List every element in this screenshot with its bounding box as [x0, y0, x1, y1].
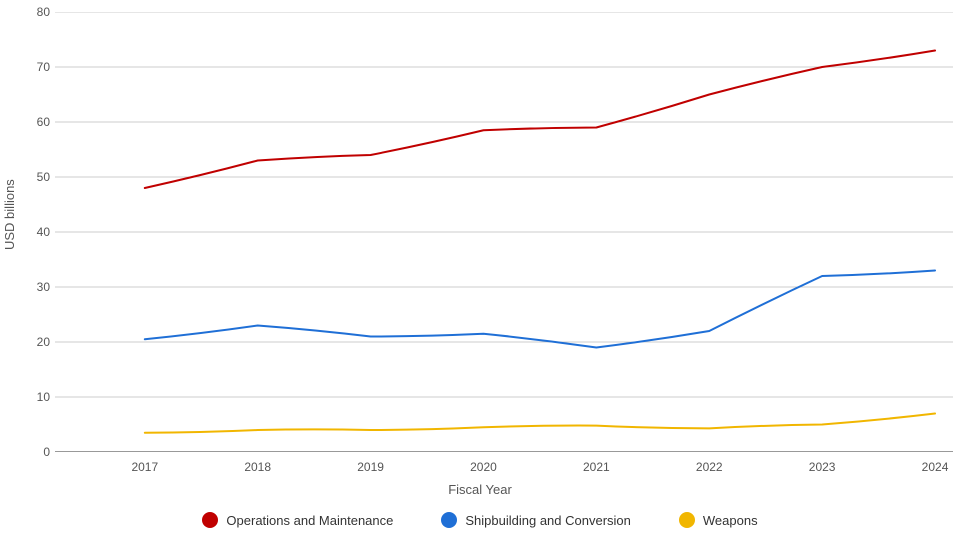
- x-tick-label: 2017: [131, 460, 158, 474]
- x-tick-label: 2019: [357, 460, 384, 474]
- y-tick-label: 40: [10, 225, 50, 239]
- line-chart: USD billions 0 10 20 30 40 50 60 70 80 2017 2018 2…: [0, 0, 960, 540]
- legend-item: Shipbuilding and Conversion: [441, 512, 631, 528]
- y-tick-label: 80: [10, 5, 50, 19]
- plot-area: [55, 12, 953, 452]
- legend-dot-icon: [441, 512, 457, 528]
- legend-label: Weapons: [703, 513, 758, 528]
- x-tick-label: 2021: [583, 460, 610, 474]
- series-line: [145, 271, 935, 348]
- y-tick-label: 10: [10, 390, 50, 404]
- x-tick-label: 2024: [922, 460, 949, 474]
- y-tick-label: 70: [10, 60, 50, 74]
- y-tick-label: 30: [10, 280, 50, 294]
- y-axis-label: USD billions: [2, 179, 17, 250]
- legend: Operations and Maintenance Shipbuilding a…: [0, 512, 960, 528]
- y-tick-label: 20: [10, 335, 50, 349]
- x-tick-label: 2022: [696, 460, 723, 474]
- x-axis-label: Fiscal Year: [448, 482, 512, 497]
- legend-item: Weapons: [679, 512, 758, 528]
- x-tick-label: 2020: [470, 460, 497, 474]
- y-tick-label: 60: [10, 115, 50, 129]
- x-tick-label: 2018: [244, 460, 271, 474]
- legend-label: Operations and Maintenance: [226, 513, 393, 528]
- series-line: [145, 51, 935, 189]
- series-line: [145, 414, 935, 433]
- legend-label: Shipbuilding and Conversion: [465, 513, 631, 528]
- x-tick-label: 2023: [809, 460, 836, 474]
- y-tick-label: 0: [10, 445, 50, 459]
- y-tick-label: 50: [10, 170, 50, 184]
- legend-item: Operations and Maintenance: [202, 512, 393, 528]
- legend-dot-icon: [679, 512, 695, 528]
- legend-dot-icon: [202, 512, 218, 528]
